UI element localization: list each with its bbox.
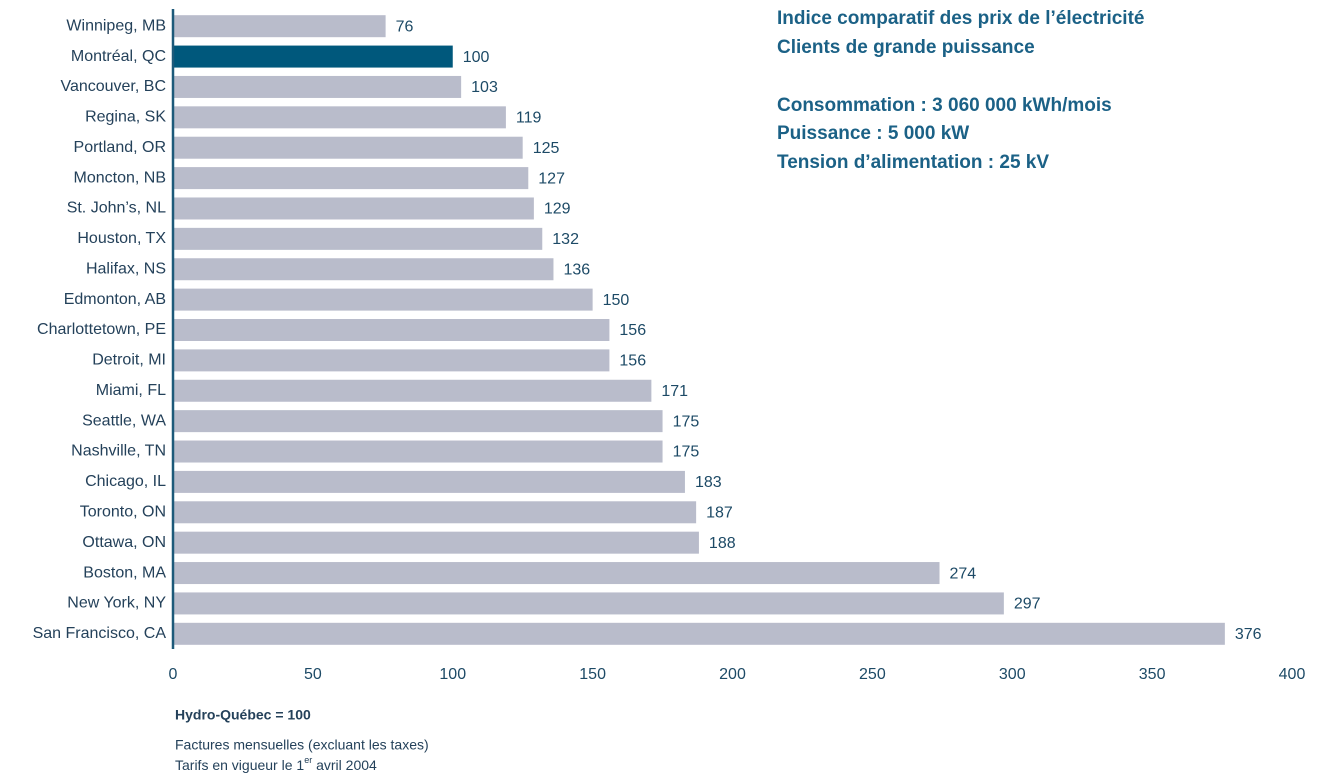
y-tick-label: Detroit, MI [92, 352, 166, 369]
y-tick-label: Halifax, NS [86, 260, 166, 277]
chart-subtitle: Consommation : 3 060 000 kWh/mois [777, 95, 1112, 116]
y-tick-label: Nashville, TN [71, 443, 166, 460]
value-label: 103 [471, 79, 498, 96]
x-tick-label: 50 [304, 666, 322, 683]
value-label: 171 [661, 383, 688, 400]
x-tick-label: 0 [169, 666, 178, 683]
bar [173, 167, 529, 190]
bar [173, 349, 610, 372]
y-tick-label: Vancouver, BC [60, 78, 166, 95]
x-tick-label: 150 [579, 666, 606, 683]
chart-title: Clients de grande puissance [777, 37, 1035, 58]
value-label: 132 [552, 231, 579, 248]
value-label: 376 [1235, 626, 1262, 643]
bar [173, 440, 663, 463]
chart-subtitle: Puissance : 5 000 kW [777, 123, 969, 144]
bar [173, 106, 506, 129]
bar [173, 470, 685, 493]
y-tick-label: St. John’s, NL [67, 200, 166, 217]
x-tick-label: 300 [999, 666, 1026, 683]
value-label: 156 [619, 322, 646, 339]
y-tick-label: Houston, TX [77, 230, 166, 247]
value-label: 183 [695, 474, 722, 491]
bar [173, 410, 663, 433]
bar [173, 319, 610, 341]
value-label: 274 [950, 565, 977, 582]
value-label: 76 [396, 18, 414, 35]
y-tick-label: Moncton, NB [74, 169, 166, 186]
bar [173, 136, 523, 159]
y-tick-label: Portland, OR [74, 139, 166, 156]
bar [173, 197, 534, 220]
note: Tarifs en vigueur le 1er avril 2004 [175, 755, 377, 772]
y-tick-label: New York, NY [67, 595, 166, 612]
x-tick-label: 400 [1279, 666, 1306, 683]
x-tick-label: 100 [439, 666, 466, 683]
chart-title: Indice comparatif des prix de l’électric… [777, 8, 1144, 29]
y-tick-label: Chicago, IL [85, 473, 166, 490]
y-tick-label: Winnipeg, MB [66, 17, 166, 34]
note-part: er [304, 755, 312, 765]
y-tick-label: Toronto, ON [80, 504, 166, 521]
note: Factures mensuelles (excluant les taxes) [175, 737, 429, 753]
bar [173, 227, 543, 250]
value-label: 297 [1014, 596, 1041, 613]
y-tick-label: Regina, SK [85, 109, 166, 126]
value-label: 129 [544, 201, 571, 218]
bar [173, 75, 462, 98]
bar [173, 379, 652, 402]
value-label: 188 [709, 535, 736, 552]
value-label: 175 [673, 444, 700, 461]
bar [173, 531, 699, 554]
bar [173, 501, 697, 524]
annotation: Hydro-Québec = 100 [175, 707, 311, 723]
value-label: 125 [533, 140, 560, 157]
y-tick-label: Charlottetown, PE [37, 321, 166, 338]
y-tick-label: Edmonton, AB [64, 291, 166, 308]
bar [173, 45, 453, 68]
value-label: 136 [563, 261, 590, 278]
bar [173, 288, 593, 311]
bar [173, 258, 554, 281]
value-label: 119 [516, 110, 542, 127]
value-label: 150 [603, 292, 630, 309]
note-part: Tarifs en vigueur le 1 [175, 757, 304, 773]
bar [173, 622, 1225, 645]
bar [173, 592, 1004, 615]
value-label: 156 [619, 353, 646, 370]
x-tick-label: 200 [719, 666, 746, 683]
note-part: avril 2004 [312, 757, 377, 773]
y-tick-label: San Francisco, CA [33, 625, 167, 642]
value-label: 175 [673, 413, 700, 430]
value-label: 187 [706, 505, 733, 522]
y-tick-label: Montréal, QC [71, 48, 166, 65]
x-tick-label: 250 [859, 666, 886, 683]
y-tick-label: Ottawa, ON [82, 534, 166, 551]
value-label: 100 [463, 49, 490, 66]
bar [173, 15, 386, 38]
bar [173, 562, 940, 585]
chart-subtitle: Tension d’alimentation : 25 kV [777, 152, 1049, 173]
y-tick-label: Boston, MA [83, 564, 166, 581]
y-tick-label: Seattle, WA [82, 412, 166, 429]
y-tick-label: Miami, FL [96, 382, 166, 399]
value-label: 127 [538, 170, 565, 187]
x-tick-label: 350 [1139, 666, 1166, 683]
